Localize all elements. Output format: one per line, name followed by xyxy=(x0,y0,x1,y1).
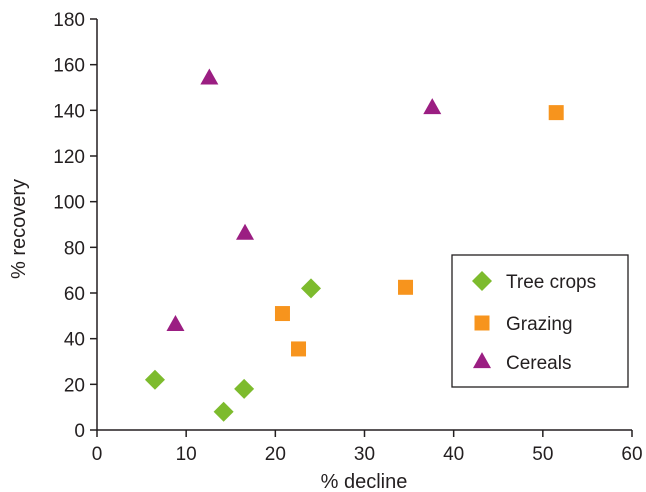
y-tick-label: 0 xyxy=(74,421,85,442)
legend-item-grazing: Grazing xyxy=(474,314,573,335)
y-tick-label: 20 xyxy=(64,375,85,396)
point-grazing xyxy=(398,279,414,295)
point-grazing xyxy=(274,306,290,322)
point-cereals xyxy=(423,98,442,115)
y-tick-label: 160 xyxy=(53,56,85,77)
legend-marker-grazing xyxy=(474,315,490,331)
x-ticks: 0 10 20 30 40 50 60 xyxy=(92,430,643,465)
point-grazing xyxy=(291,341,307,357)
point-tree-crops xyxy=(234,378,255,399)
legend-item-tree-crops: Tree crops xyxy=(472,271,596,293)
y-tick-label: 180 xyxy=(53,10,85,31)
legend: Tree crops Grazing Cereals xyxy=(451,254,629,388)
y-tick-label: 40 xyxy=(64,330,85,351)
legend-label-grazing: Grazing xyxy=(506,314,573,335)
x-tick-label: 10 xyxy=(176,444,197,465)
point-cereals xyxy=(200,68,219,85)
y-tick-label: 120 xyxy=(53,147,85,168)
legend-label-cereals: Cereals xyxy=(506,353,571,374)
point-tree-crops xyxy=(301,278,321,299)
x-tick-label: 40 xyxy=(443,444,464,465)
x-tick-label: 30 xyxy=(354,444,375,465)
x-tick-label: 20 xyxy=(265,444,286,465)
legend-label-tree-crops: Tree crops xyxy=(506,272,596,293)
x-tick-label: 60 xyxy=(621,444,642,465)
y-axis-title: % recovery xyxy=(8,179,30,279)
point-tree-crops xyxy=(213,401,234,422)
x-axis-title: % decline xyxy=(321,471,408,492)
point-grazing xyxy=(548,105,564,121)
legend-marker-tree-crops xyxy=(472,271,492,291)
y-tick-label: 140 xyxy=(53,101,85,122)
point-cereals xyxy=(166,315,185,332)
legend-marker-cereals xyxy=(473,352,491,369)
y-tick-label: 100 xyxy=(53,193,85,214)
point-tree-crops xyxy=(144,369,165,390)
point-cereals xyxy=(236,223,255,240)
x-tick-label: 0 xyxy=(92,444,103,465)
y-ticks: 0 20 40 60 80 100 120 140 160 180 xyxy=(53,10,97,442)
data-points xyxy=(144,68,564,422)
y-tick-label: 60 xyxy=(64,284,85,305)
x-tick-label: 50 xyxy=(532,444,553,465)
legend-item-cereals: Cereals xyxy=(473,352,571,374)
y-tick-label: 80 xyxy=(64,238,85,259)
